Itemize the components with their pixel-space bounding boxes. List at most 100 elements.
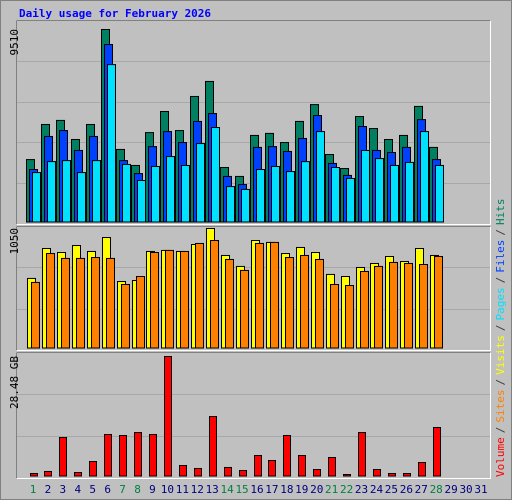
bar bbox=[285, 257, 294, 349]
bar bbox=[77, 172, 86, 223]
x-tick-label: 3 bbox=[60, 483, 67, 496]
x-tick-label: 2 bbox=[45, 483, 52, 496]
bar bbox=[241, 188, 250, 223]
bar bbox=[122, 163, 131, 223]
bar bbox=[121, 284, 130, 349]
bar bbox=[361, 149, 370, 223]
bar bbox=[255, 242, 264, 349]
bar bbox=[268, 459, 276, 477]
bar bbox=[74, 471, 82, 477]
bar bbox=[89, 461, 97, 477]
x-tick-label: 25 bbox=[385, 483, 398, 496]
bar bbox=[330, 284, 339, 349]
bar bbox=[196, 143, 205, 223]
x-tick-label: 14 bbox=[221, 483, 235, 496]
bar bbox=[30, 473, 38, 477]
bar bbox=[165, 249, 174, 349]
x-tick-label: 30 bbox=[459, 483, 472, 496]
bar bbox=[181, 164, 190, 223]
bar bbox=[92, 160, 101, 223]
bar bbox=[374, 265, 383, 349]
bar bbox=[435, 164, 444, 223]
legend-separator: / bbox=[494, 229, 507, 236]
legend-separator: / bbox=[494, 427, 507, 434]
bar bbox=[211, 127, 220, 223]
legend-entry: Pages bbox=[494, 287, 507, 320]
bar bbox=[405, 161, 414, 223]
bar bbox=[31, 281, 40, 349]
x-tick-label: 23 bbox=[355, 483, 368, 496]
x-tick-label: 19 bbox=[295, 483, 308, 496]
legend-entry: Visits bbox=[494, 335, 507, 375]
y-tick-label: 1050 bbox=[8, 228, 21, 255]
bar bbox=[316, 131, 325, 223]
bar bbox=[61, 257, 70, 349]
bar bbox=[300, 254, 309, 349]
bar bbox=[358, 432, 366, 477]
bar bbox=[375, 158, 384, 223]
bar bbox=[106, 257, 115, 349]
bar bbox=[194, 467, 202, 477]
bar bbox=[433, 426, 441, 477]
bar bbox=[419, 264, 428, 349]
bar bbox=[345, 285, 354, 349]
bar bbox=[151, 165, 160, 223]
bar bbox=[225, 258, 234, 349]
x-tick-label: 27 bbox=[415, 483, 428, 496]
legend-entry: Files bbox=[494, 240, 507, 273]
bar bbox=[434, 256, 443, 349]
legend-entry: Hits bbox=[494, 199, 507, 226]
bar bbox=[134, 432, 142, 477]
bar bbox=[343, 474, 351, 477]
bar bbox=[390, 164, 399, 223]
bar bbox=[313, 469, 321, 477]
x-tick-label: 29 bbox=[445, 483, 458, 496]
x-tick-label: 12 bbox=[191, 483, 204, 496]
bar bbox=[240, 269, 249, 349]
panel bbox=[16, 352, 491, 479]
bar bbox=[271, 165, 280, 223]
bar bbox=[418, 462, 426, 477]
legend-separator: / bbox=[494, 379, 507, 386]
bar bbox=[59, 436, 67, 477]
x-tick-label: 13 bbox=[206, 483, 219, 496]
bar bbox=[32, 172, 41, 223]
bar bbox=[107, 64, 116, 223]
legend-entry: Sites bbox=[494, 390, 507, 423]
x-tick-label: 11 bbox=[176, 483, 189, 496]
bar bbox=[226, 186, 235, 223]
bar bbox=[91, 257, 100, 349]
bar bbox=[224, 466, 232, 477]
x-tick-label: 4 bbox=[74, 483, 81, 496]
bar bbox=[301, 161, 310, 223]
x-tick-label: 31 bbox=[474, 483, 487, 496]
y-tick-label: 9510 bbox=[8, 29, 21, 56]
x-tick-label: 9 bbox=[149, 483, 156, 496]
bar bbox=[254, 455, 262, 477]
x-tick-label: 18 bbox=[280, 483, 293, 496]
bar bbox=[179, 465, 187, 477]
bar bbox=[166, 156, 175, 223]
bar bbox=[388, 473, 396, 477]
x-tick-label: 28 bbox=[430, 483, 443, 496]
x-tick-label: 20 bbox=[310, 483, 323, 496]
bar bbox=[62, 160, 71, 223]
bar bbox=[180, 250, 189, 349]
bar bbox=[346, 177, 355, 223]
x-tick-label: 1 bbox=[30, 483, 37, 496]
bar bbox=[331, 167, 340, 223]
bar bbox=[136, 276, 145, 349]
x-tick-label: 24 bbox=[370, 483, 384, 496]
bar bbox=[298, 455, 306, 477]
bar bbox=[389, 261, 398, 349]
x-tick-label: 16 bbox=[250, 483, 263, 496]
legend-separator: / bbox=[494, 277, 507, 284]
bar bbox=[270, 241, 279, 349]
x-tick-label: 10 bbox=[161, 483, 174, 496]
x-tick-label: 5 bbox=[89, 483, 96, 496]
x-tick-label: 21 bbox=[325, 483, 338, 496]
x-tick-label: 17 bbox=[265, 483, 278, 496]
legend-entry: Volume bbox=[494, 437, 507, 477]
bar bbox=[137, 179, 146, 223]
